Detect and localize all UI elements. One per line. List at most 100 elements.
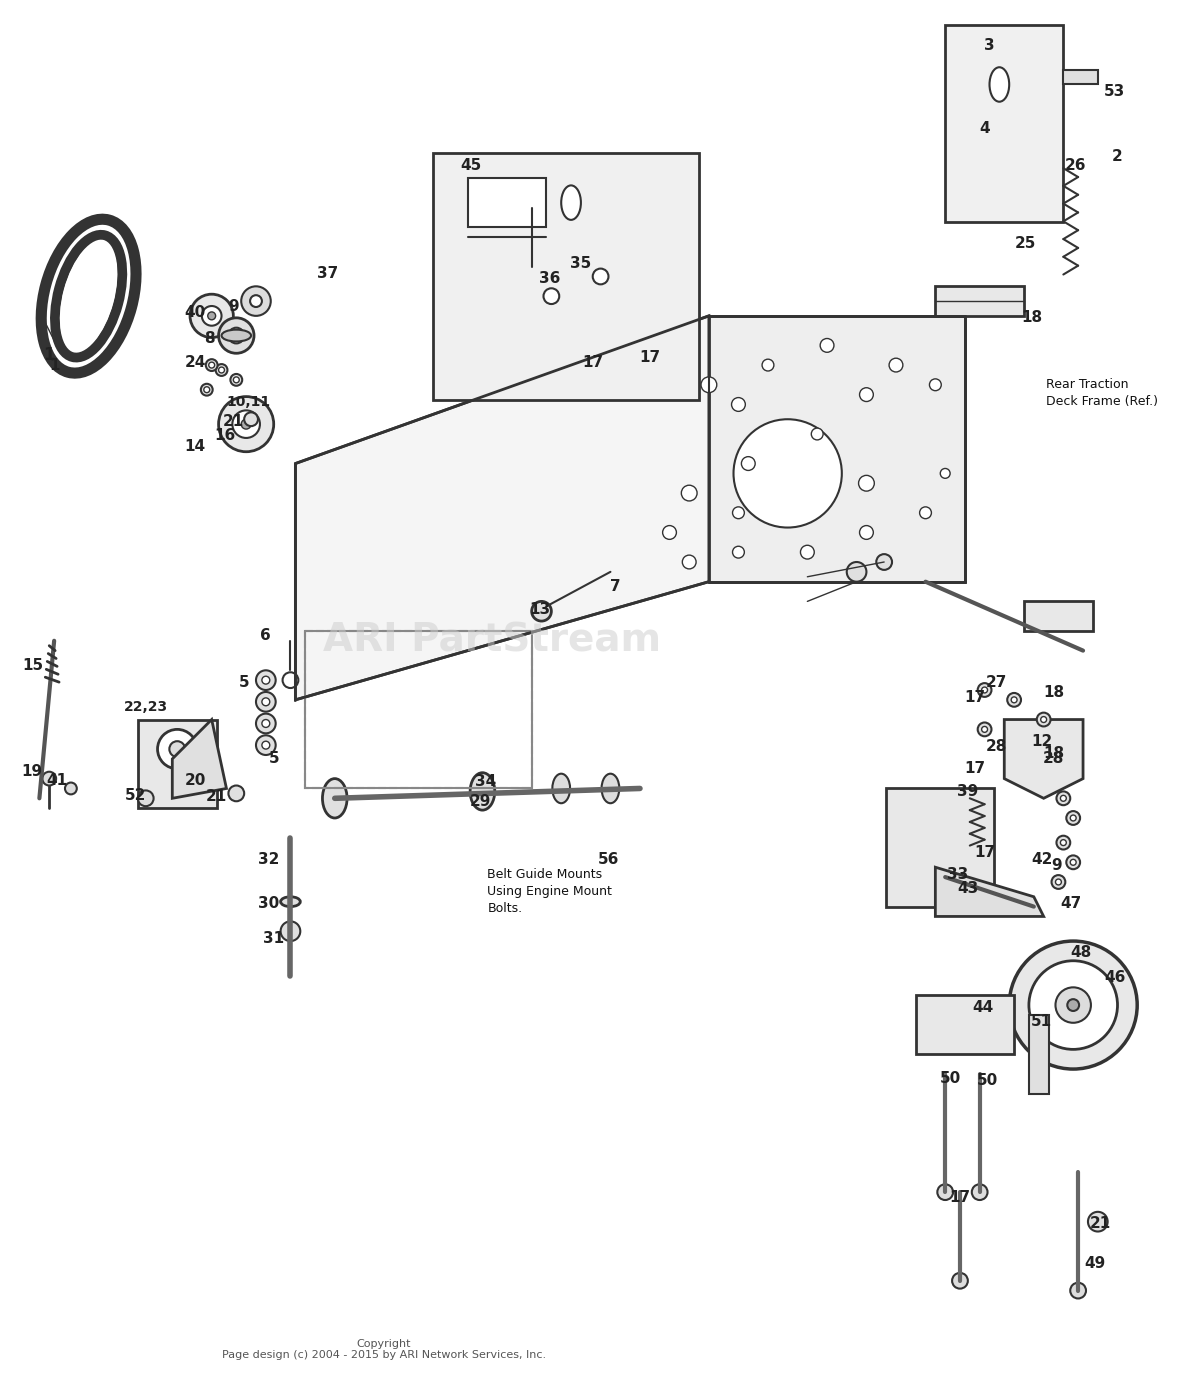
Circle shape bbox=[1055, 987, 1092, 1023]
Text: 27: 27 bbox=[985, 675, 1007, 690]
Text: Belt Guide Mounts
Using Engine Mount
Bolts.: Belt Guide Mounts Using Engine Mount Bol… bbox=[487, 868, 612, 915]
Polygon shape bbox=[172, 719, 227, 798]
Text: 28: 28 bbox=[985, 738, 1007, 753]
Circle shape bbox=[733, 546, 745, 558]
Circle shape bbox=[262, 676, 270, 684]
Text: 45: 45 bbox=[460, 157, 481, 172]
Circle shape bbox=[732, 397, 746, 411]
Text: 1: 1 bbox=[44, 346, 55, 364]
Circle shape bbox=[847, 562, 866, 582]
Circle shape bbox=[1029, 960, 1117, 1049]
Circle shape bbox=[1008, 693, 1021, 707]
Circle shape bbox=[250, 295, 262, 306]
Circle shape bbox=[1067, 811, 1080, 825]
Text: 12: 12 bbox=[1031, 734, 1053, 749]
Text: 44: 44 bbox=[972, 999, 994, 1014]
Circle shape bbox=[256, 671, 276, 690]
Text: 50: 50 bbox=[939, 1071, 961, 1086]
Text: 31: 31 bbox=[263, 930, 284, 945]
Text: 32: 32 bbox=[258, 851, 280, 867]
Text: 56: 56 bbox=[598, 851, 620, 867]
Circle shape bbox=[532, 602, 551, 621]
Circle shape bbox=[952, 1272, 968, 1289]
Circle shape bbox=[663, 526, 676, 540]
Circle shape bbox=[1061, 795, 1067, 802]
Bar bbox=[306, 631, 532, 788]
Text: 18: 18 bbox=[1043, 686, 1064, 701]
Circle shape bbox=[234, 377, 240, 382]
Circle shape bbox=[138, 791, 153, 806]
Ellipse shape bbox=[552, 774, 570, 803]
Text: 3: 3 bbox=[984, 37, 995, 52]
Bar bbox=[306, 631, 532, 788]
Text: 19: 19 bbox=[21, 765, 42, 780]
Circle shape bbox=[1041, 716, 1047, 723]
Circle shape bbox=[1055, 879, 1061, 885]
Circle shape bbox=[982, 726, 988, 733]
Text: ARI PartStream: ARI PartStream bbox=[323, 622, 661, 660]
Circle shape bbox=[544, 288, 559, 304]
Text: 49: 49 bbox=[1084, 1256, 1106, 1271]
Bar bbox=[945, 25, 1063, 222]
Circle shape bbox=[201, 384, 212, 396]
Text: 39: 39 bbox=[957, 784, 978, 799]
Circle shape bbox=[820, 338, 834, 352]
Circle shape bbox=[230, 374, 242, 386]
Bar bbox=[1029, 1014, 1049, 1094]
Circle shape bbox=[262, 719, 270, 727]
Text: 20: 20 bbox=[184, 773, 205, 788]
Circle shape bbox=[1011, 697, 1017, 702]
Circle shape bbox=[204, 386, 210, 393]
Circle shape bbox=[232, 410, 260, 437]
Circle shape bbox=[208, 312, 216, 320]
Text: 30: 30 bbox=[258, 896, 280, 911]
Ellipse shape bbox=[562, 185, 581, 219]
Text: 51: 51 bbox=[1031, 1014, 1053, 1029]
Text: 17: 17 bbox=[974, 845, 995, 860]
Text: 5: 5 bbox=[238, 675, 249, 690]
Text: 17: 17 bbox=[640, 349, 661, 364]
Circle shape bbox=[1088, 1212, 1108, 1231]
Bar bbox=[886, 788, 995, 907]
Text: 7: 7 bbox=[610, 580, 621, 595]
Text: 40: 40 bbox=[184, 305, 205, 320]
Text: 14: 14 bbox=[184, 439, 205, 454]
Text: 17: 17 bbox=[964, 690, 985, 705]
Circle shape bbox=[741, 457, 755, 471]
Text: 48: 48 bbox=[1070, 945, 1092, 960]
Text: 34: 34 bbox=[474, 774, 496, 789]
Ellipse shape bbox=[55, 235, 123, 357]
Bar bbox=[1024, 602, 1093, 631]
Text: 53: 53 bbox=[1104, 84, 1126, 99]
Text: 21: 21 bbox=[1090, 1216, 1112, 1231]
Text: 21: 21 bbox=[206, 789, 228, 803]
Text: 52: 52 bbox=[125, 788, 146, 803]
Circle shape bbox=[229, 785, 244, 802]
Circle shape bbox=[218, 396, 274, 451]
Text: 17: 17 bbox=[582, 355, 603, 370]
Circle shape bbox=[733, 506, 745, 519]
Text: 41: 41 bbox=[46, 773, 67, 788]
Circle shape bbox=[158, 730, 197, 769]
Circle shape bbox=[1051, 875, 1066, 889]
Text: 17: 17 bbox=[950, 1190, 970, 1205]
Text: 16: 16 bbox=[214, 428, 235, 443]
Circle shape bbox=[42, 771, 57, 785]
Ellipse shape bbox=[222, 330, 251, 341]
Circle shape bbox=[1070, 860, 1076, 865]
Circle shape bbox=[889, 359, 903, 373]
Circle shape bbox=[800, 545, 814, 559]
Circle shape bbox=[919, 506, 931, 519]
Circle shape bbox=[1070, 1283, 1086, 1299]
Circle shape bbox=[1067, 856, 1080, 869]
Ellipse shape bbox=[322, 778, 347, 818]
Circle shape bbox=[937, 1184, 953, 1201]
Circle shape bbox=[256, 736, 276, 755]
Text: 24: 24 bbox=[184, 355, 205, 370]
Text: 18: 18 bbox=[1021, 310, 1042, 326]
Text: 21: 21 bbox=[223, 414, 244, 429]
Ellipse shape bbox=[281, 897, 300, 907]
Text: 10,11: 10,11 bbox=[227, 395, 270, 408]
Circle shape bbox=[734, 420, 841, 527]
Circle shape bbox=[262, 698, 270, 705]
